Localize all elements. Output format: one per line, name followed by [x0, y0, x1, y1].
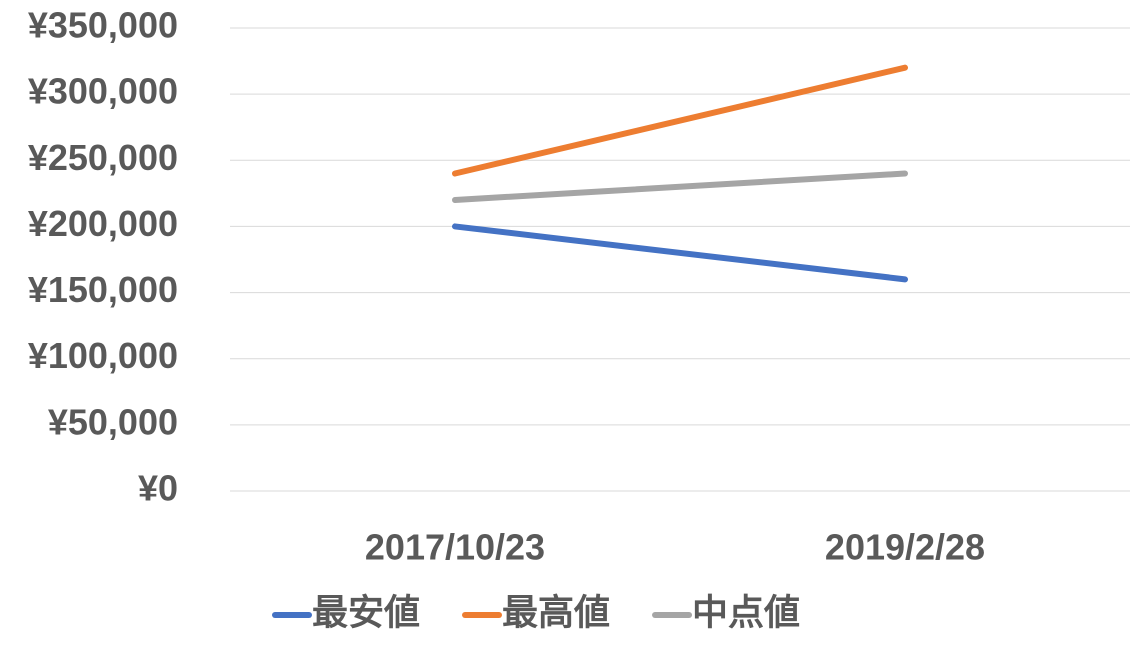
x-tick-label: 2017/10/23	[365, 527, 545, 568]
y-tick-label: ¥200,000	[28, 203, 178, 244]
y-tick-label: ¥150,000	[28, 269, 178, 310]
series-line	[452, 223, 908, 283]
y-tick-label: ¥350,000	[28, 5, 178, 46]
series-line	[452, 170, 908, 203]
legend-label: 中点値	[692, 592, 800, 633]
x-tick-label: 2019/2/28	[825, 527, 985, 568]
y-tick-label: ¥250,000	[28, 137, 178, 178]
legend-label: 最高値	[502, 592, 610, 633]
y-tick-label: ¥100,000	[28, 335, 178, 376]
y-tick-label: ¥300,000	[28, 71, 178, 112]
series-line	[452, 64, 908, 177]
y-tick-label: ¥50,000	[48, 401, 178, 442]
y-tick-label: ¥0	[138, 468, 178, 509]
legend-label: 最安値	[312, 592, 420, 633]
